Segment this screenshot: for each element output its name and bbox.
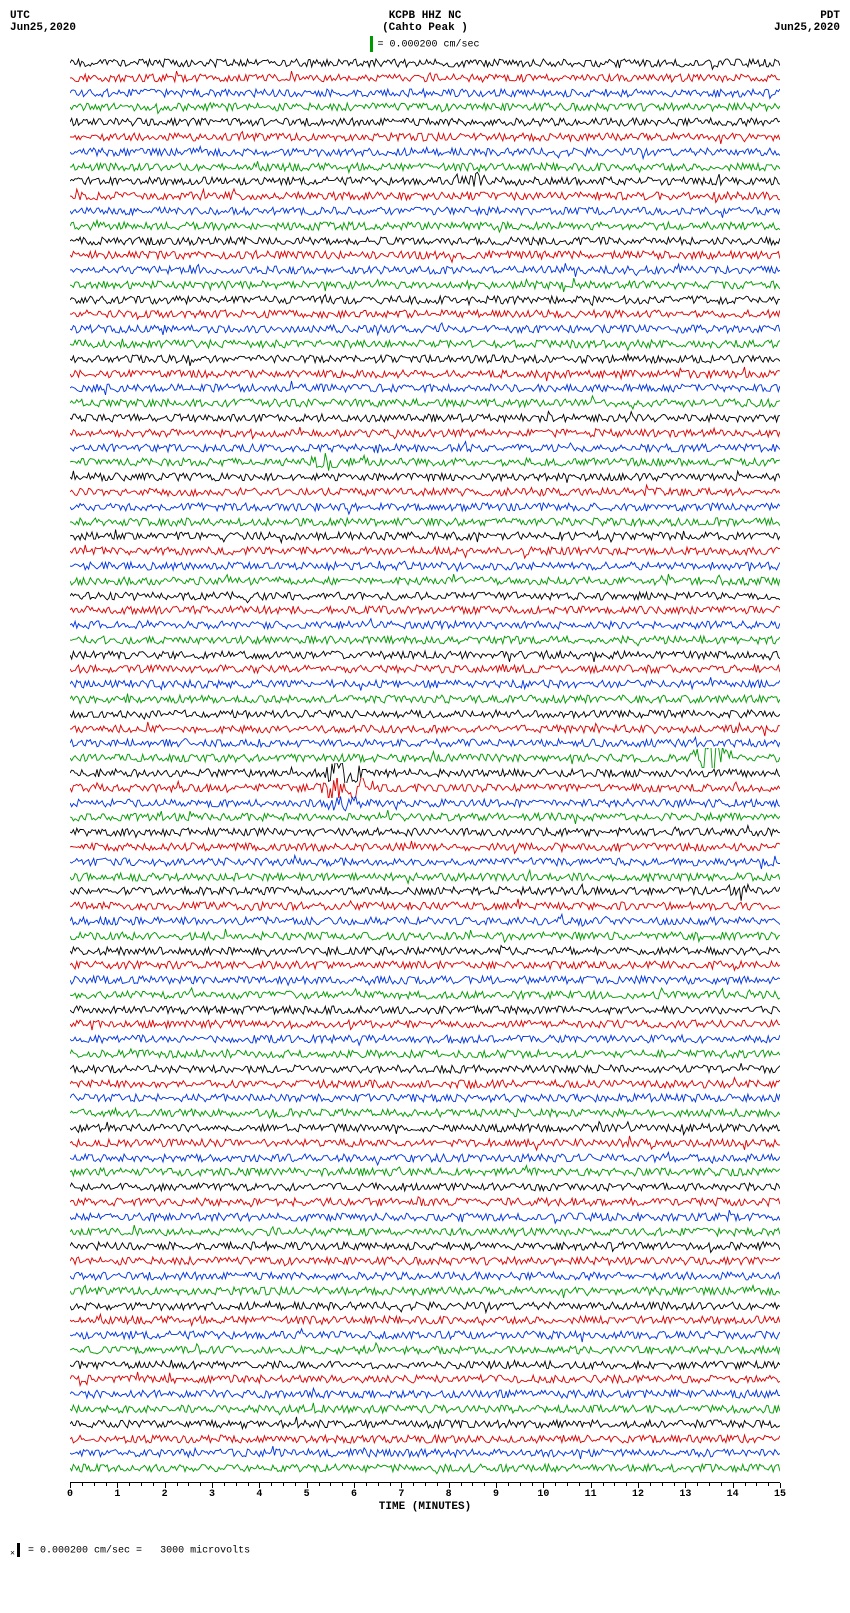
- x-minor-tick: [484, 1483, 485, 1486]
- x-minor-tick: [200, 1483, 201, 1486]
- x-tick: [212, 1483, 213, 1488]
- x-minor-tick: [82, 1483, 83, 1486]
- x-tick-label: 0: [67, 1489, 73, 1500]
- x-tick: [685, 1483, 686, 1488]
- x-minor-tick: [650, 1483, 651, 1486]
- x-minor-tick: [662, 1483, 663, 1486]
- x-minor-tick: [756, 1483, 757, 1486]
- x-minor-tick: [532, 1483, 533, 1486]
- x-minor-tick: [413, 1483, 414, 1486]
- x-tick: [117, 1483, 118, 1488]
- x-minor-tick: [224, 1483, 225, 1486]
- x-minor-tick: [520, 1483, 521, 1486]
- x-minor-tick: [461, 1483, 462, 1486]
- station-name-label: (Cahto Peak ): [110, 22, 740, 34]
- x-tick: [449, 1483, 450, 1488]
- x-tick: [496, 1483, 497, 1488]
- x-minor-tick: [508, 1483, 509, 1486]
- x-tick-label: 3: [209, 1489, 215, 1500]
- date-left-label: Jun25,2020: [10, 22, 110, 34]
- x-tick: [307, 1483, 308, 1488]
- x-minor-tick: [472, 1483, 473, 1486]
- x-minor-tick: [366, 1483, 367, 1486]
- x-minor-tick: [295, 1483, 296, 1486]
- x-minor-tick: [94, 1483, 95, 1486]
- x-axis-title: TIME (MINUTES): [379, 1501, 471, 1513]
- x-minor-tick: [236, 1483, 237, 1486]
- x-tick-label: 4: [256, 1489, 262, 1500]
- x-tick-label: 2: [162, 1489, 168, 1500]
- x-tick: [165, 1483, 166, 1488]
- x-tick-label: 8: [446, 1489, 452, 1500]
- x-tick: [401, 1483, 402, 1488]
- x-minor-tick: [425, 1483, 426, 1486]
- x-minor-tick: [342, 1483, 343, 1486]
- x-tick: [733, 1483, 734, 1488]
- x-minor-tick: [153, 1483, 154, 1486]
- x-tick: [591, 1483, 592, 1488]
- x-minor-tick: [567, 1483, 568, 1486]
- x-minor-tick: [674, 1483, 675, 1486]
- x-tick-label: 13: [679, 1489, 691, 1500]
- x-minor-tick: [614, 1483, 615, 1486]
- x-minor-tick: [579, 1483, 580, 1486]
- x-minor-tick: [390, 1483, 391, 1486]
- x-axis: TIME (MINUTES) 0123456789101112131415: [70, 1482, 780, 1513]
- x-minor-tick: [177, 1483, 178, 1486]
- seismogram-trace: [70, 1458, 780, 1478]
- tz-right-label: PDT: [740, 10, 840, 22]
- x-minor-tick: [709, 1483, 710, 1486]
- amplitude-scale-top: = 0.000200 cm/sec: [10, 36, 840, 52]
- date-right-label: Jun25,2020: [740, 22, 840, 34]
- x-minor-tick: [271, 1483, 272, 1486]
- x-tick: [543, 1483, 544, 1488]
- x-minor-tick: [283, 1483, 284, 1486]
- x-tick-label: 15: [774, 1489, 786, 1500]
- x-minor-tick: [141, 1483, 142, 1486]
- x-minor-tick: [603, 1483, 604, 1486]
- x-tick-label: 14: [727, 1489, 739, 1500]
- x-tick: [354, 1483, 355, 1488]
- x-tick-label: 11: [585, 1489, 597, 1500]
- x-tick: [780, 1483, 781, 1488]
- x-minor-tick: [319, 1483, 320, 1486]
- x-tick-label: 6: [351, 1489, 357, 1500]
- x-tick-label: 5: [304, 1489, 310, 1500]
- x-tick-label: 7: [398, 1489, 404, 1500]
- x-minor-tick: [745, 1483, 746, 1486]
- x-minor-tick: [721, 1483, 722, 1486]
- x-minor-tick: [437, 1483, 438, 1486]
- x-tick-label: 10: [537, 1489, 549, 1500]
- x-minor-tick: [555, 1483, 556, 1486]
- helicorder-plot: 07:0000:1508:0001:1509:0002:1510:0003:15…: [70, 58, 780, 1478]
- x-minor-tick: [129, 1483, 130, 1486]
- x-minor-tick: [378, 1483, 379, 1486]
- x-minor-tick: [768, 1483, 769, 1486]
- x-tick-label: 9: [493, 1489, 499, 1500]
- x-minor-tick: [330, 1483, 331, 1486]
- x-minor-tick: [626, 1483, 627, 1486]
- x-minor-tick: [188, 1483, 189, 1486]
- x-minor-tick: [248, 1483, 249, 1486]
- x-tick: [638, 1483, 639, 1488]
- x-tick: [259, 1483, 260, 1488]
- tz-left-label: UTC: [10, 10, 110, 22]
- x-tick-label: 12: [632, 1489, 644, 1500]
- amplitude-scale-bottom: × = 0.000200 cm/sec = 3000 microvolts: [10, 1543, 840, 1559]
- x-minor-tick: [106, 1483, 107, 1486]
- x-tick-label: 1: [114, 1489, 120, 1500]
- x-tick: [70, 1483, 71, 1488]
- x-minor-tick: [697, 1483, 698, 1486]
- station-code-label: KCPB HHZ NC: [110, 10, 740, 22]
